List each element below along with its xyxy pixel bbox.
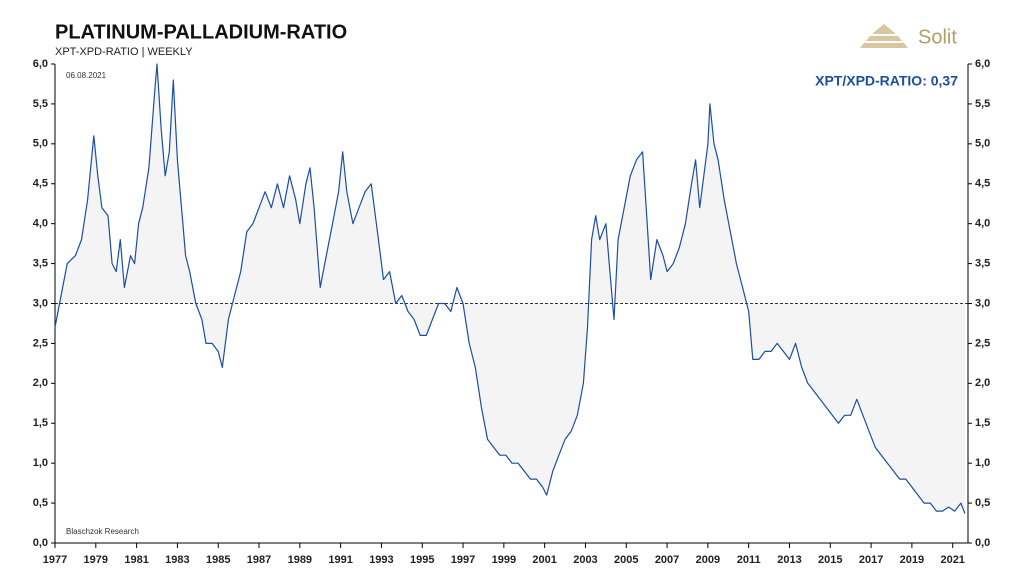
x-tick-label: 1993 <box>369 554 393 566</box>
y-tick-label: 5,5 <box>33 98 48 110</box>
last-value-annotation: XPT/XPD-RATIO: 0,37 <box>815 73 958 89</box>
x-tick-label: 2019 <box>900 554 924 566</box>
x-tick-label: 2005 <box>614 554 638 566</box>
x-tick-label: 1997 <box>451 554 475 566</box>
x-tick-label: 2003 <box>573 554 597 566</box>
x-tick-label: 1983 <box>165 554 189 566</box>
y-tick-label: 4,0 <box>33 218 48 230</box>
y-tick-label: 3,0 <box>33 297 48 309</box>
x-tick-label: 1985 <box>206 554 230 566</box>
x-tick-label: 2015 <box>818 554 842 566</box>
y2-tick-label: 4,5 <box>975 178 990 190</box>
x-tick-label: 1995 <box>410 554 434 566</box>
y2-tick-label: 5,5 <box>975 98 990 110</box>
y2-tick-label: 6,0 <box>975 58 990 70</box>
y2-tick-label: 1,0 <box>975 457 990 469</box>
y2-tick-label: 3,5 <box>975 257 990 269</box>
x-tick-label: 1977 <box>43 554 67 566</box>
x-tick-label: 2001 <box>532 554 556 566</box>
x-tick-label: 2013 <box>777 554 801 566</box>
x-tick-label: 2011 <box>737 554 761 566</box>
y-tick-label: 3,5 <box>33 257 48 269</box>
y-tick-label: 0,5 <box>33 497 48 509</box>
x-tick-label: 2021 <box>940 554 964 566</box>
line <box>54 63 966 514</box>
y2-tick-label: 2,0 <box>975 377 990 389</box>
x-tick-label: 1979 <box>84 554 108 566</box>
y2-tick-label: 1,5 <box>975 417 990 429</box>
y-tick-label: 1,5 <box>33 417 48 429</box>
y2-tick-label: 2,5 <box>975 337 990 349</box>
y-tick-label: 4,5 <box>33 178 48 190</box>
date-annotation: 06.08.2021 <box>66 71 107 80</box>
y-tick-label: 6,0 <box>33 58 48 70</box>
chart-subtitle: XPT-XPD-RATIO | WEEKLY <box>55 46 193 58</box>
x-tick-label: 2009 <box>696 554 720 566</box>
chart-title: PLATINUM-PALLADIUM-RATIO <box>55 21 347 43</box>
y2-tick-label: 0,5 <box>975 497 990 509</box>
y-tick-label: 2,0 <box>33 377 48 389</box>
x-tick-label: 1999 <box>492 554 516 566</box>
y-tick-label: 5,0 <box>33 138 48 150</box>
y2-tick-label: 0,0 <box>975 537 990 549</box>
x-tick-label: 1989 <box>288 554 312 566</box>
logo-text: Solit <box>918 26 957 48</box>
y-tick-label: 1,0 <box>33 457 48 469</box>
logo-icon <box>860 24 908 48</box>
source-annotation: Blaschzok Research <box>66 527 139 536</box>
y2-tick-label: 4,0 <box>975 218 990 230</box>
y-tick-label: 0,0 <box>33 537 48 549</box>
x-tick-label: 2017 <box>859 554 883 566</box>
x-tick-label: 2007 <box>655 554 679 566</box>
x-tick-label: 1987 <box>247 554 271 566</box>
area <box>55 64 965 514</box>
x-tick-label: 1981 <box>124 554 148 566</box>
y-tick-label: 2,5 <box>33 337 48 349</box>
x-tick-label: 1991 <box>328 554 352 566</box>
y2-tick-label: 5,0 <box>975 138 990 150</box>
y2-tick-label: 3,0 <box>975 297 990 309</box>
